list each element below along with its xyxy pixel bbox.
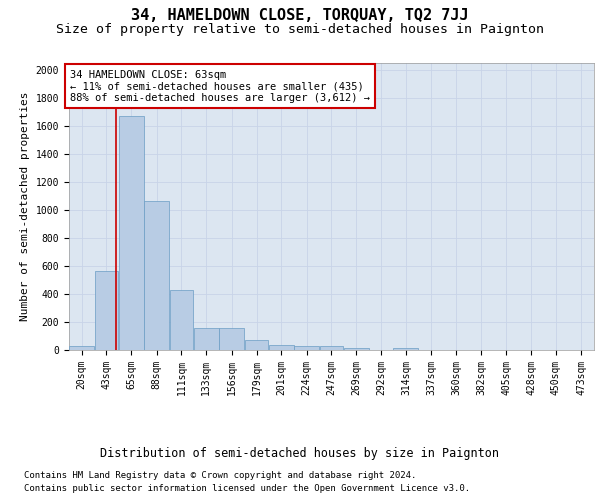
Text: Contains HM Land Registry data © Crown copyright and database right 2024.: Contains HM Land Registry data © Crown c…: [24, 471, 416, 480]
Bar: [394, 348, 418, 350]
Text: 34, HAMELDOWN CLOSE, TORQUAY, TQ2 7JJ: 34, HAMELDOWN CLOSE, TORQUAY, TQ2 7JJ: [131, 8, 469, 22]
Bar: [194, 328, 219, 350]
Bar: [95, 272, 118, 350]
Bar: [144, 202, 169, 350]
Text: Contains public sector information licensed under the Open Government Licence v3: Contains public sector information licen…: [24, 484, 470, 493]
Bar: [170, 290, 193, 350]
Bar: [119, 116, 144, 350]
Bar: [344, 348, 369, 350]
Bar: [294, 346, 319, 350]
Bar: [320, 346, 343, 350]
Bar: [245, 340, 268, 350]
Bar: [269, 345, 294, 350]
Bar: [69, 346, 94, 350]
Text: 34 HAMELDOWN CLOSE: 63sqm
← 11% of semi-detached houses are smaller (435)
88% of: 34 HAMELDOWN CLOSE: 63sqm ← 11% of semi-…: [70, 70, 370, 103]
Y-axis label: Number of semi-detached properties: Number of semi-detached properties: [20, 92, 30, 321]
Bar: [219, 328, 244, 350]
Text: Distribution of semi-detached houses by size in Paignton: Distribution of semi-detached houses by …: [101, 448, 499, 460]
Text: Size of property relative to semi-detached houses in Paignton: Size of property relative to semi-detach…: [56, 22, 544, 36]
